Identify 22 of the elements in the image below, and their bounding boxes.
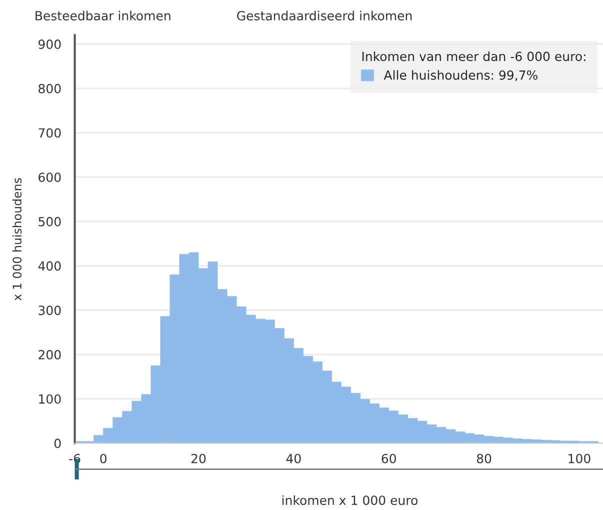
y-axis-title: x 1 000 huishoudens [12,178,22,300]
y-tick-label: 100 [39,394,61,404]
y-tick-label: 0 [54,438,61,448]
legend-label: Alle huishoudens: 99,7% [384,70,538,82]
text: Gestandaardiseerd inkomen [237,10,412,20]
y-tick-label: 800 [38,84,61,94]
y-tick-label: 200 [38,350,61,360]
y-tick-label: 300 [38,306,61,316]
x-axis-title: inkomen x 1 000 euro [282,495,418,506]
x-tick-label: 100 [568,454,590,464]
y-tick-label: 600 [38,172,61,182]
x-tick-label: 80 [476,454,492,464]
x-tick-label: 20 [191,454,206,464]
y-tick-label: 400 [38,261,61,271]
y-tick-label: 500 [38,216,61,226]
x-tick-label: 40 [286,454,301,464]
x-tick-label: 0 [100,454,106,464]
y-tick-label: 700 [38,128,61,138]
legend-title: Inkomen van meer dan -6 000 euro: [362,51,586,62]
y-tick-label: 900 [38,40,61,49]
text: Besteedbaar inkomen [36,10,170,20]
x-tick-label: 60 [382,454,396,464]
